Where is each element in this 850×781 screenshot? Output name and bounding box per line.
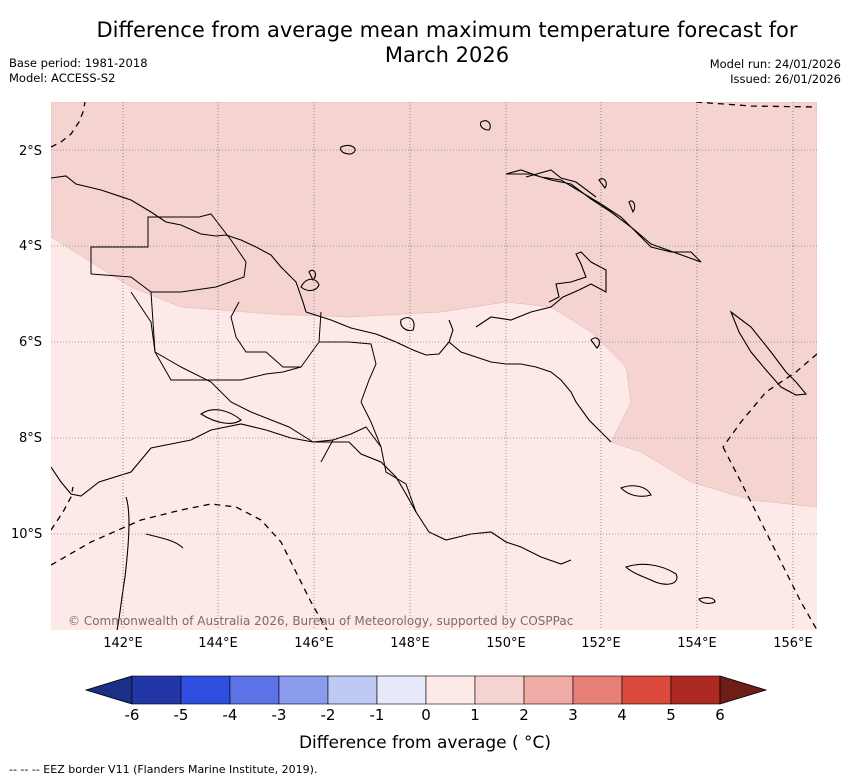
colorbar-over-arrow [719, 675, 768, 705]
model-run: Model run: 24/01/2026 [709, 57, 841, 71]
eez-borders [51, 102, 817, 630]
lon-label: 142°E [103, 636, 143, 651]
lat-label: 2°S [19, 144, 43, 159]
base-period: Base period: 1981-2018 [9, 56, 148, 70]
colorbar-segment [229, 675, 280, 705]
colorbar-segment [131, 675, 182, 705]
colorbar-tick: 3 [568, 706, 578, 724]
colorbar-under-arrow [84, 675, 133, 705]
colorbar-label: Difference from average ( °C) [298, 733, 552, 753]
lat-label: 8°S [19, 431, 43, 446]
colorbar-tick: -5 [173, 706, 189, 724]
colorbar-segment [621, 675, 672, 705]
coastline [51, 120, 808, 630]
lon-label: 146°E [294, 636, 334, 651]
meta-right: Model run: 24/01/2026 Issued: 26/01/2026 [710, 57, 841, 87]
lon-label: 148°E [390, 636, 430, 651]
colorbar-segment [327, 675, 378, 705]
colorbar-segment [474, 675, 525, 705]
lon-label: 156°E [773, 636, 813, 651]
colorbar-segment [572, 675, 623, 705]
colorbar-segment [278, 675, 329, 705]
colorbar-segment [180, 675, 231, 705]
lat-label: 4°S [19, 239, 43, 254]
lon-label: 152°E [581, 636, 621, 651]
colorbar-segment [523, 675, 574, 705]
colorbar-tick: -4 [222, 706, 238, 724]
colorbar-tick: 2 [519, 706, 529, 724]
colorbar [84, 675, 768, 705]
issued-date: Issued: 26/01/2026 [730, 72, 841, 86]
lon-label: 154°E [677, 636, 717, 651]
lat-label: 6°S [19, 335, 43, 350]
eez-legend: -- -- -- EEZ border V11 (Flanders Marine… [9, 763, 318, 776]
colorbar-segment [425, 675, 476, 705]
colorbar-tick: 6 [715, 706, 725, 724]
lat-label: 10°S [11, 527, 43, 542]
anomaly-zone-1-2 [51, 102, 817, 508]
colorbar-tick: 1 [470, 706, 480, 724]
colorbar-segment [670, 675, 721, 705]
copyright-notice: © Commonwealth of Australia 2026, Bureau… [68, 614, 574, 628]
colorbar-tick: 5 [666, 706, 676, 724]
admin-borders [90, 213, 417, 513]
meta-left: Base period: 1981-2018 Model: ACCESS-S2 [9, 56, 148, 86]
forecast-map [51, 102, 817, 630]
lon-label: 144°E [198, 636, 238, 651]
graticule [51, 102, 817, 630]
colorbar-tick: -2 [320, 706, 336, 724]
lon-label: 150°E [486, 636, 526, 651]
colorbar-tick: 0 [421, 706, 431, 724]
colorbar-tick: -1 [369, 706, 385, 724]
colorbar-segment [376, 675, 427, 705]
model-name: Model: ACCESS-S2 [9, 71, 116, 85]
colorbar-tick: -3 [271, 706, 287, 724]
colorbar-tick: 4 [617, 706, 627, 724]
colorbar-tick: -6 [124, 706, 140, 724]
map-title: Difference from average mean maximum tem… [96, 18, 798, 67]
